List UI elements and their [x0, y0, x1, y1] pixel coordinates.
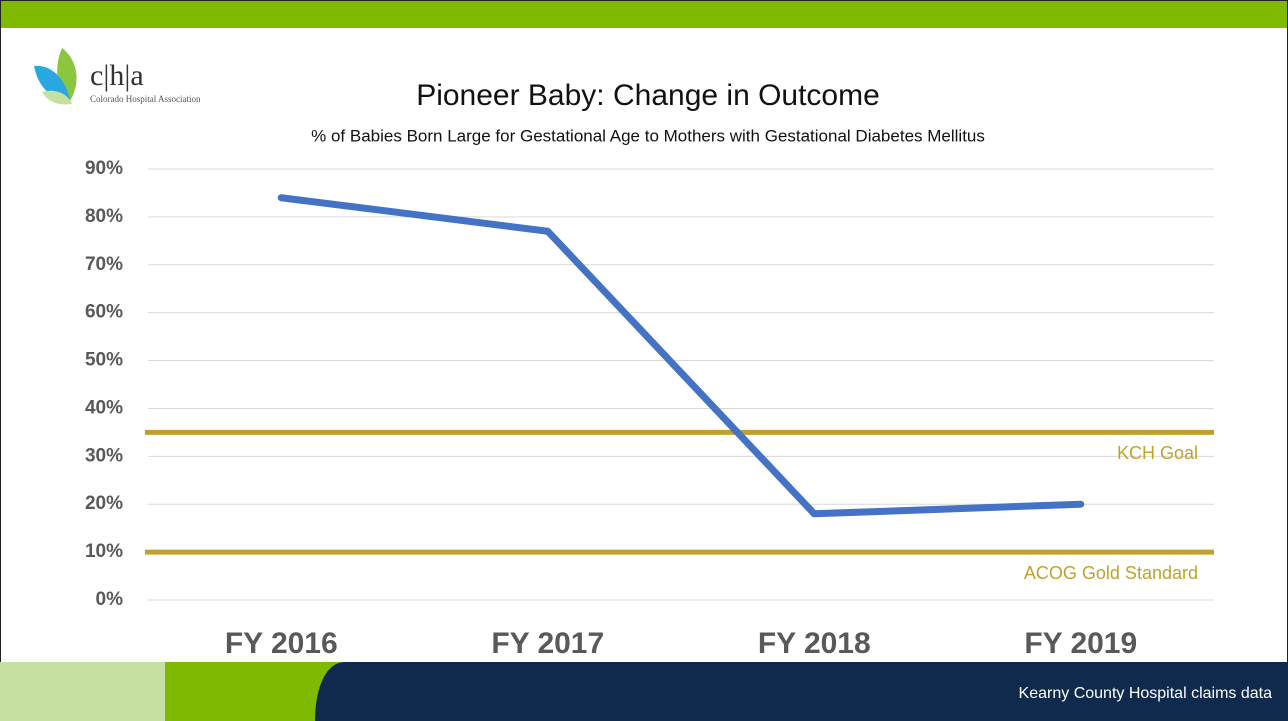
x-tick-label: FY 2017 [491, 627, 604, 660]
plot: 0% 10% 20% 30% 40% 50% 60% 70% 80% 90% FY 2016 FY 2… [85, 158, 1214, 660]
y-tick-label: 60% [85, 302, 123, 323]
chart-subtitle: % of Babies Born Large for Gestational A… [311, 126, 985, 145]
footer-block [0, 662, 170, 721]
y-tick-label: 40% [85, 397, 123, 418]
y-tick-label: 70% [85, 254, 123, 275]
logo-leaf [34, 65, 70, 100]
y-tick-label: 10% [85, 541, 123, 562]
footer-source: Kearny County Hospital claims data [1019, 685, 1273, 702]
logo: c|h|a Colorado Hospital Association [34, 48, 201, 105]
y-tick-label: 30% [85, 445, 123, 466]
y-tick-label: 50% [85, 350, 123, 371]
footer-band [315, 662, 1288, 721]
y-tick-label: 20% [85, 493, 123, 514]
x-tick-label: FY 2016 [225, 627, 338, 660]
x-tick-label: FY 2018 [758, 627, 871, 660]
chart-title: Pioneer Baby: Change in Outcome [416, 79, 880, 112]
reference-label: KCH Goal [1117, 443, 1198, 463]
footer-block [165, 662, 345, 721]
y-tick-label: 90% [85, 158, 123, 179]
y-tick-label: 80% [85, 206, 123, 227]
logo-name: Colorado Hospital Association [90, 94, 201, 104]
data-line [277, 194, 1085, 518]
logo-mark: c|h|a [90, 59, 144, 92]
y-tick-label: 0% [96, 589, 124, 610]
logo-leaf [42, 90, 72, 105]
reference-label: ACOG Gold Standard [1024, 563, 1198, 583]
top-bar [0, 0, 1288, 28]
x-tick-label: FY 2019 [1024, 627, 1137, 660]
